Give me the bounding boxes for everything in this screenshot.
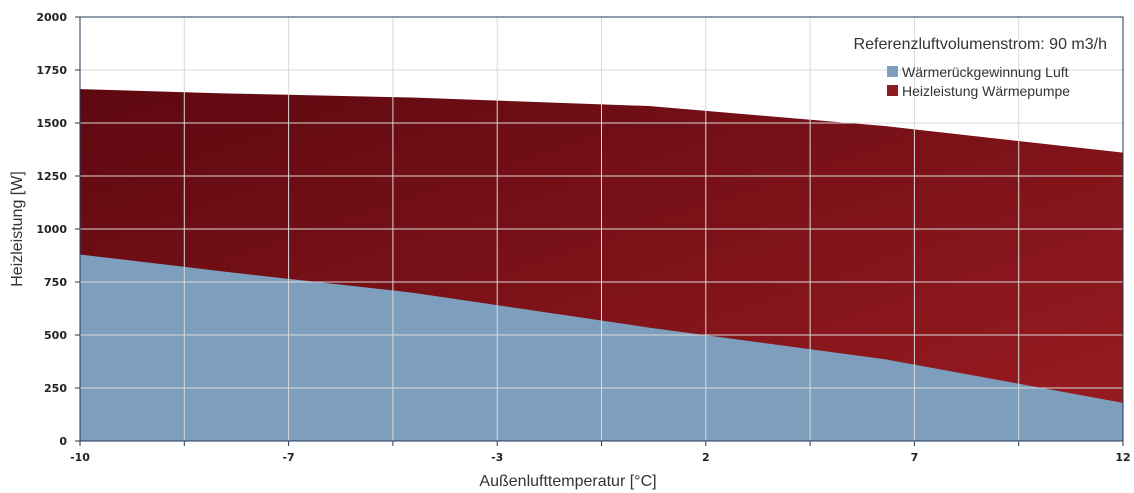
y-tick-label: 1750 [36, 64, 67, 77]
x-tick-label: -10 [70, 451, 90, 464]
y-tick-label: 1250 [36, 170, 67, 183]
y-tick-label: 0 [59, 435, 67, 448]
chart-annotation: Referenzluftvolumenstrom: 90 m3/h [854, 36, 1107, 53]
x-tick-label: -3 [491, 451, 503, 464]
x-axis-minor-ticks [79, 441, 1124, 446]
y-tick-label: 1500 [36, 117, 67, 130]
x-tick-label: 2 [702, 451, 710, 464]
x-tick-label: -7 [282, 451, 294, 464]
grid-lines [80, 17, 1123, 441]
y-axis-label: Heizleistung [W] [9, 171, 26, 287]
legend-swatch-waermerueckgewinnung-luft [887, 66, 898, 77]
legend: Wärmerückgewinnung Luft Heizleistung Wär… [887, 64, 1070, 99]
legend-label-waermerueckgewinnung-luft: Wärmerückgewinnung Luft [902, 64, 1069, 80]
y-tick-label: 500 [44, 329, 67, 342]
y-axis-ticks: 0 250 500 750 1000 1250 1500 1750 2000 [36, 11, 80, 448]
y-tick-label: 250 [44, 382, 67, 395]
y-tick-label: 1000 [36, 223, 67, 236]
legend-swatch-heizleistung-waermepumpe [887, 85, 898, 96]
y-tick-label: 750 [44, 276, 67, 289]
legend-label-heizleistung-waermepumpe: Heizleistung Wärmepumpe [902, 83, 1070, 99]
x-axis-label: Außenlufttemperatur [°C] [479, 473, 656, 490]
x-tick-label: 7 [911, 451, 919, 464]
x-axis-ticks: -10 -7 -3 2 7 12 [70, 451, 1131, 464]
x-tick-label: 12 [1115, 451, 1130, 464]
y-tick-label: 2000 [36, 11, 67, 24]
